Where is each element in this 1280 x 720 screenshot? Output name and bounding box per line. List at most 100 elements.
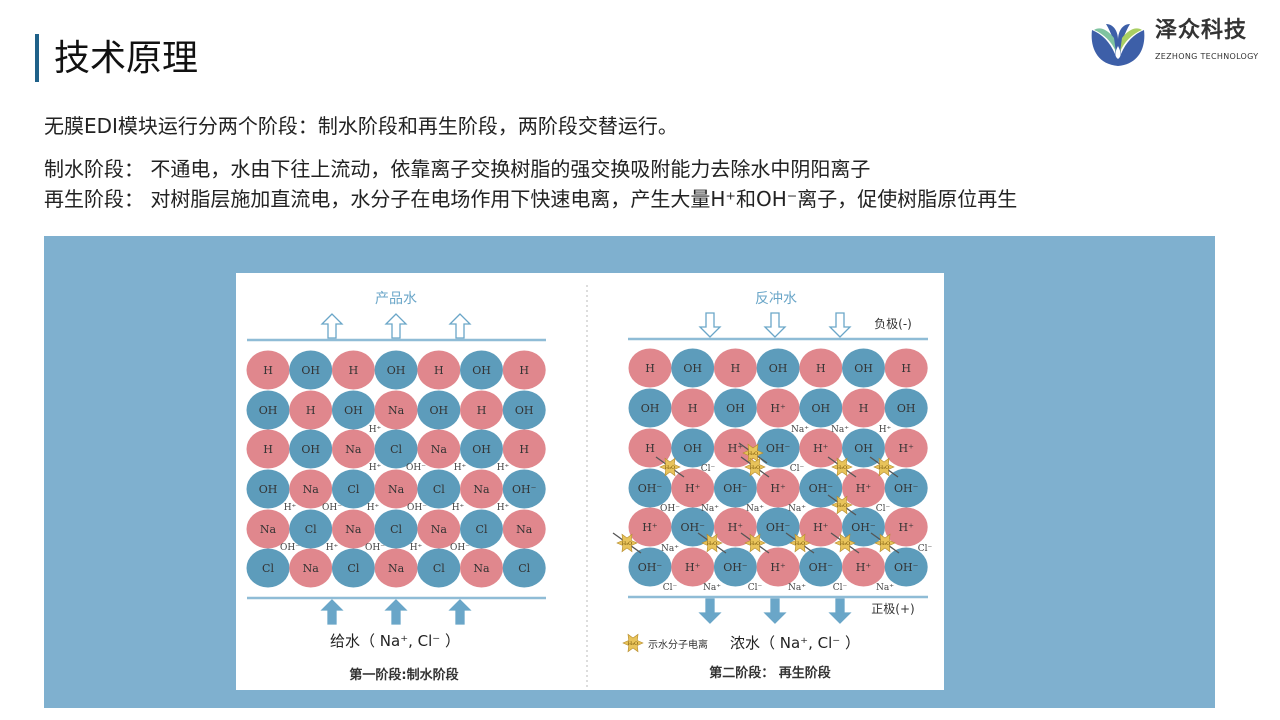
title-accent-bar [35,34,39,82]
right-resin-bead [799,507,843,547]
left-ion-label: H⁺ [284,503,297,513]
left-ion-label: H⁺ [369,463,382,473]
right-bead-label: OH⁻ [638,561,663,574]
left-resin-bead [502,509,546,549]
left-ion-label: H⁺ [497,503,510,513]
left-bead-label: OH [259,483,278,496]
left-resin-bead [331,390,375,430]
left-bead-label: Na [516,523,533,536]
right-ion-label: Na⁺ [746,504,764,514]
right-resin-bead [842,547,885,587]
water-ionization-star-icon-label: H₂O [880,541,890,547]
stage-2-description: 再生阶段： 对树脂层施加直流电，水分子在电场作用下快速电离，产生大量H⁺和OH⁻… [44,187,1018,211]
right-ion-label: Na⁺ [701,504,719,514]
left-bead-label: Na [345,443,362,456]
left-resin-bead [417,390,461,430]
right-ion-label: Na⁺ [876,583,894,593]
water-ionization-star-icon-label: H₂O [750,465,760,471]
left-resin-bead [502,390,546,430]
left-ion-label: OH⁻ [407,503,427,513]
backwash-flow-arrow-icon [828,312,852,338]
left-bead-label: H [519,364,529,377]
left-ion-label: H⁺ [454,463,467,473]
stage-1-caption: 第一阶段:制水阶段 [349,667,458,683]
right-bead-label: OH⁻ [766,442,791,455]
water-ionization-star-icon [874,533,896,553]
left-bead-label: Cl [390,523,402,536]
intro-text: 无膜EDI模块运行分两个阶段：制水阶段和再生阶段，两阶段交替运行。 [44,114,678,138]
left-resin-bead [374,390,418,430]
right-ion-label: Cl⁻ [701,464,716,474]
left-bead-label: Na [388,562,405,575]
left-resin-bead [331,509,375,549]
right-resin-bead [713,348,757,388]
left-bead-label: Cl [518,562,530,575]
right-bead-label: H⁺ [898,521,914,534]
left-bead-label: OH [301,443,320,456]
right-bead-label: OH [683,442,702,455]
left-bead-label: Cl [390,443,402,456]
left-resin-bead [374,350,418,390]
left-resin-bead [331,548,375,588]
right-resin-bead [713,468,757,508]
right-resin-bead [884,428,928,468]
left-bead-label: OH [472,364,491,377]
left-bead-label: OH⁻ [512,483,537,496]
right-resin-bead [884,348,928,388]
right-resin-bead [884,507,928,547]
feed-flow-arrow-icon [384,599,408,625]
left-bead-label: H [519,443,529,456]
left-bead-label: H [477,404,487,417]
right-bead-label: H⁺ [898,442,914,455]
right-resin-bead [842,468,885,508]
left-resin-bead [417,429,461,469]
page-title: 技术原理 [54,38,199,79]
left-bead-label: Cl [347,483,359,496]
right-bead-label: OH⁻ [851,521,876,534]
water-ionization-star-icon [789,533,811,553]
left-ion-label: H⁺ [367,503,380,513]
feed-water-label: 给水（ Na⁺, Cl⁻ ） [330,632,460,650]
right-resin-bead [671,547,715,587]
left-bead-label: Cl [305,523,317,536]
right-ion-label: Na⁺ [703,583,721,593]
left-bead-label: OH [515,404,534,417]
lotus-logo-icon [1091,24,1145,66]
right-bead-label: OH⁻ [766,521,791,534]
right-resin-bead [713,388,757,428]
left-ion-label: H⁺ [326,543,339,553]
right-bead-label: OH [683,362,702,375]
left-resin-bead [502,469,546,509]
left-ion-label: OH⁻ [322,503,342,513]
left-bead-label: OH [301,364,320,377]
right-bead-label: OH [811,402,830,415]
right-ion-label: H⁺ [879,425,892,435]
left-resin-bead [460,509,503,549]
left-bead-label: Na [345,523,362,536]
right-ion-label: Na⁺ [831,425,849,435]
left-ion-label: OH⁻ [406,463,426,473]
left-bead-label: OH [387,364,406,377]
left-resin-bead [460,429,503,469]
right-resin-bead [713,428,757,468]
right-resin-bead [756,388,800,428]
feed-flow-arrow-icon [320,599,344,625]
water-ionization-star-icon-label: H₂O [748,451,758,457]
left-resin-bead [289,509,333,549]
right-ion-label: Cl⁻ [833,583,848,593]
left-bead-label: OH [259,404,278,417]
right-bead-label: OH⁻ [723,482,748,495]
logo-name-en: ZEZHONG TECHNOLOGY [1155,52,1259,61]
left-resin-bead [460,469,503,509]
right-bead-label: H [859,402,869,415]
backwash-flow-arrow-icon [698,312,722,338]
product-flow-arrow-icon [384,313,408,339]
left-resin-bead [374,548,418,588]
right-bead-label: H⁺ [728,521,744,534]
concentrate-water-label: 浓水（ Na⁺, Cl⁻ ） [730,634,860,652]
left-resin-bead [246,429,290,469]
logo-name-cn: 泽众科技 [1155,18,1248,43]
left-ion-label: OH⁻ [450,543,470,553]
right-ion-label: Cl⁻ [790,464,805,474]
water-ionization-star-icon [744,533,766,553]
